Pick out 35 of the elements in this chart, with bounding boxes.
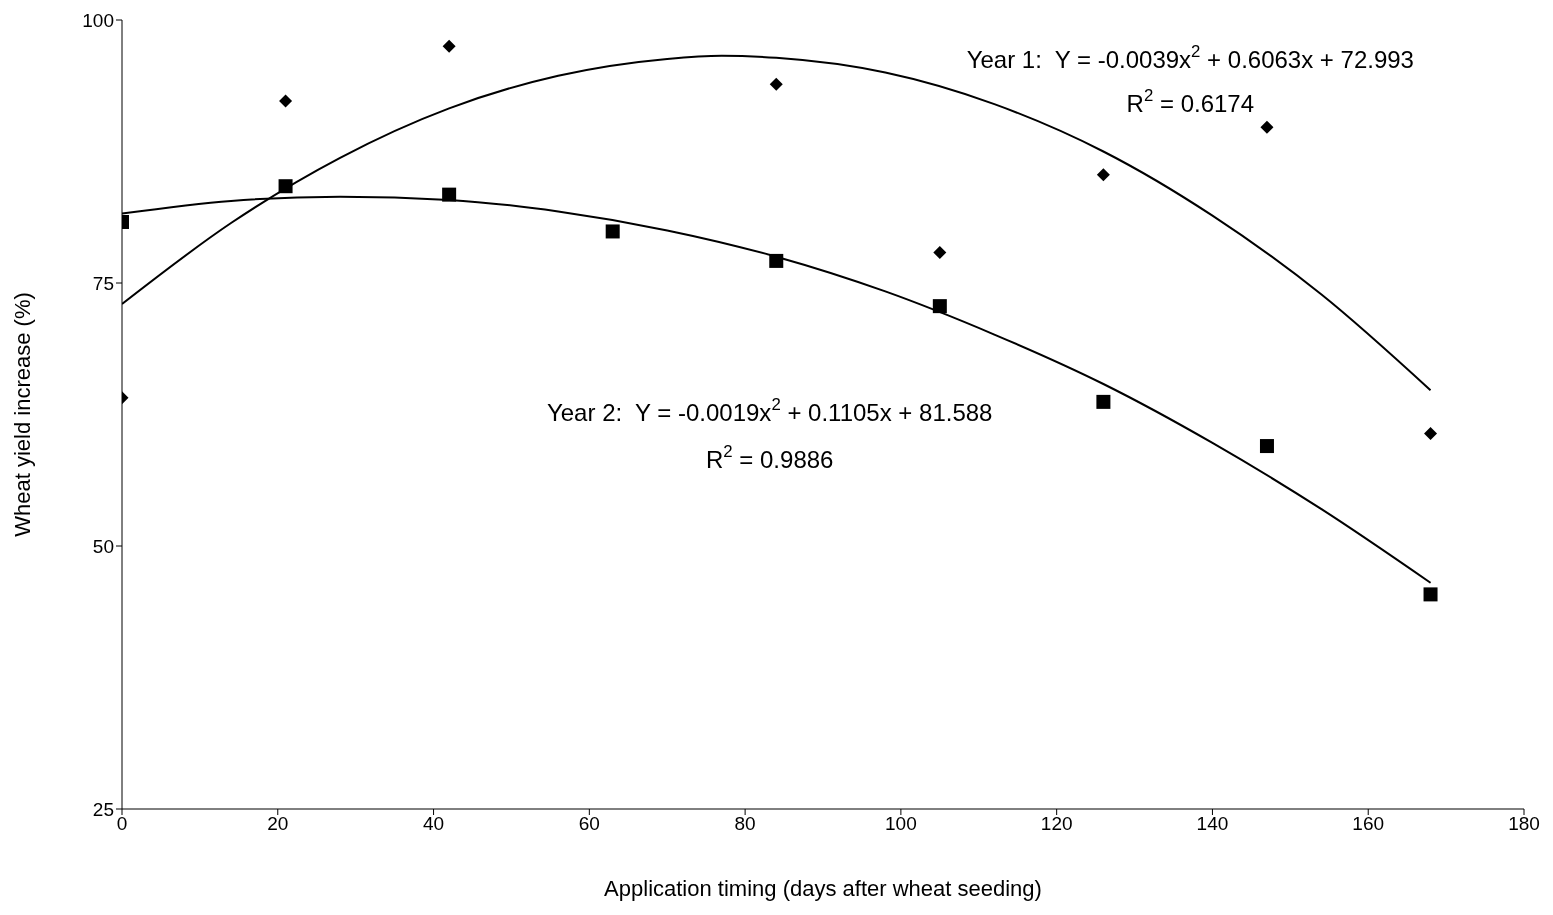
point	[1096, 168, 1110, 182]
point	[442, 39, 456, 53]
point	[1259, 439, 1274, 454]
y-tick-label: 50	[92, 535, 114, 557]
x-tick-label: 120	[1040, 813, 1073, 835]
point	[1424, 426, 1438, 440]
annotation: Year 2: Y = -0.0019x$^{2}$ + 0.1105x + 81.588	[546, 394, 993, 426]
x-tick-label: 180	[1508, 813, 1540, 835]
y-tick-label: 75	[92, 272, 114, 294]
point	[932, 299, 947, 314]
point	[278, 179, 293, 194]
point	[442, 187, 457, 202]
y-tick-label: 100	[82, 9, 114, 31]
annotation: Year 1: Y = -0.0039x$^{2}$ + 0.6063x + 72.993	[966, 41, 1414, 74]
x-tick-label: 140	[1196, 813, 1229, 835]
x-tick-label: 100	[885, 813, 917, 835]
x-tick-label: 160	[1352, 813, 1385, 835]
point	[1423, 587, 1438, 602]
point	[605, 224, 620, 239]
point	[933, 245, 947, 259]
point	[769, 253, 784, 268]
annotation: R$^{2}$ = 0.6174	[1126, 85, 1255, 118]
point	[769, 77, 783, 91]
x-axis-title: Application timing (days after wheat seeding)	[604, 876, 1042, 901]
x-tick-label: 20	[267, 813, 289, 835]
x-tick-label: 0	[116, 813, 128, 835]
y-axis-title: Wheat yield increase (%)	[9, 292, 35, 537]
y-tick-label: 25	[92, 798, 114, 820]
point	[1260, 120, 1274, 134]
point	[1096, 394, 1111, 409]
point	[279, 94, 293, 108]
annotation: R$^{2}$ = 0.9886	[706, 441, 834, 474]
x-tick-label: 80	[734, 813, 756, 835]
x-tick-label: 60	[578, 813, 600, 835]
x-tick-label: 40	[422, 813, 445, 835]
